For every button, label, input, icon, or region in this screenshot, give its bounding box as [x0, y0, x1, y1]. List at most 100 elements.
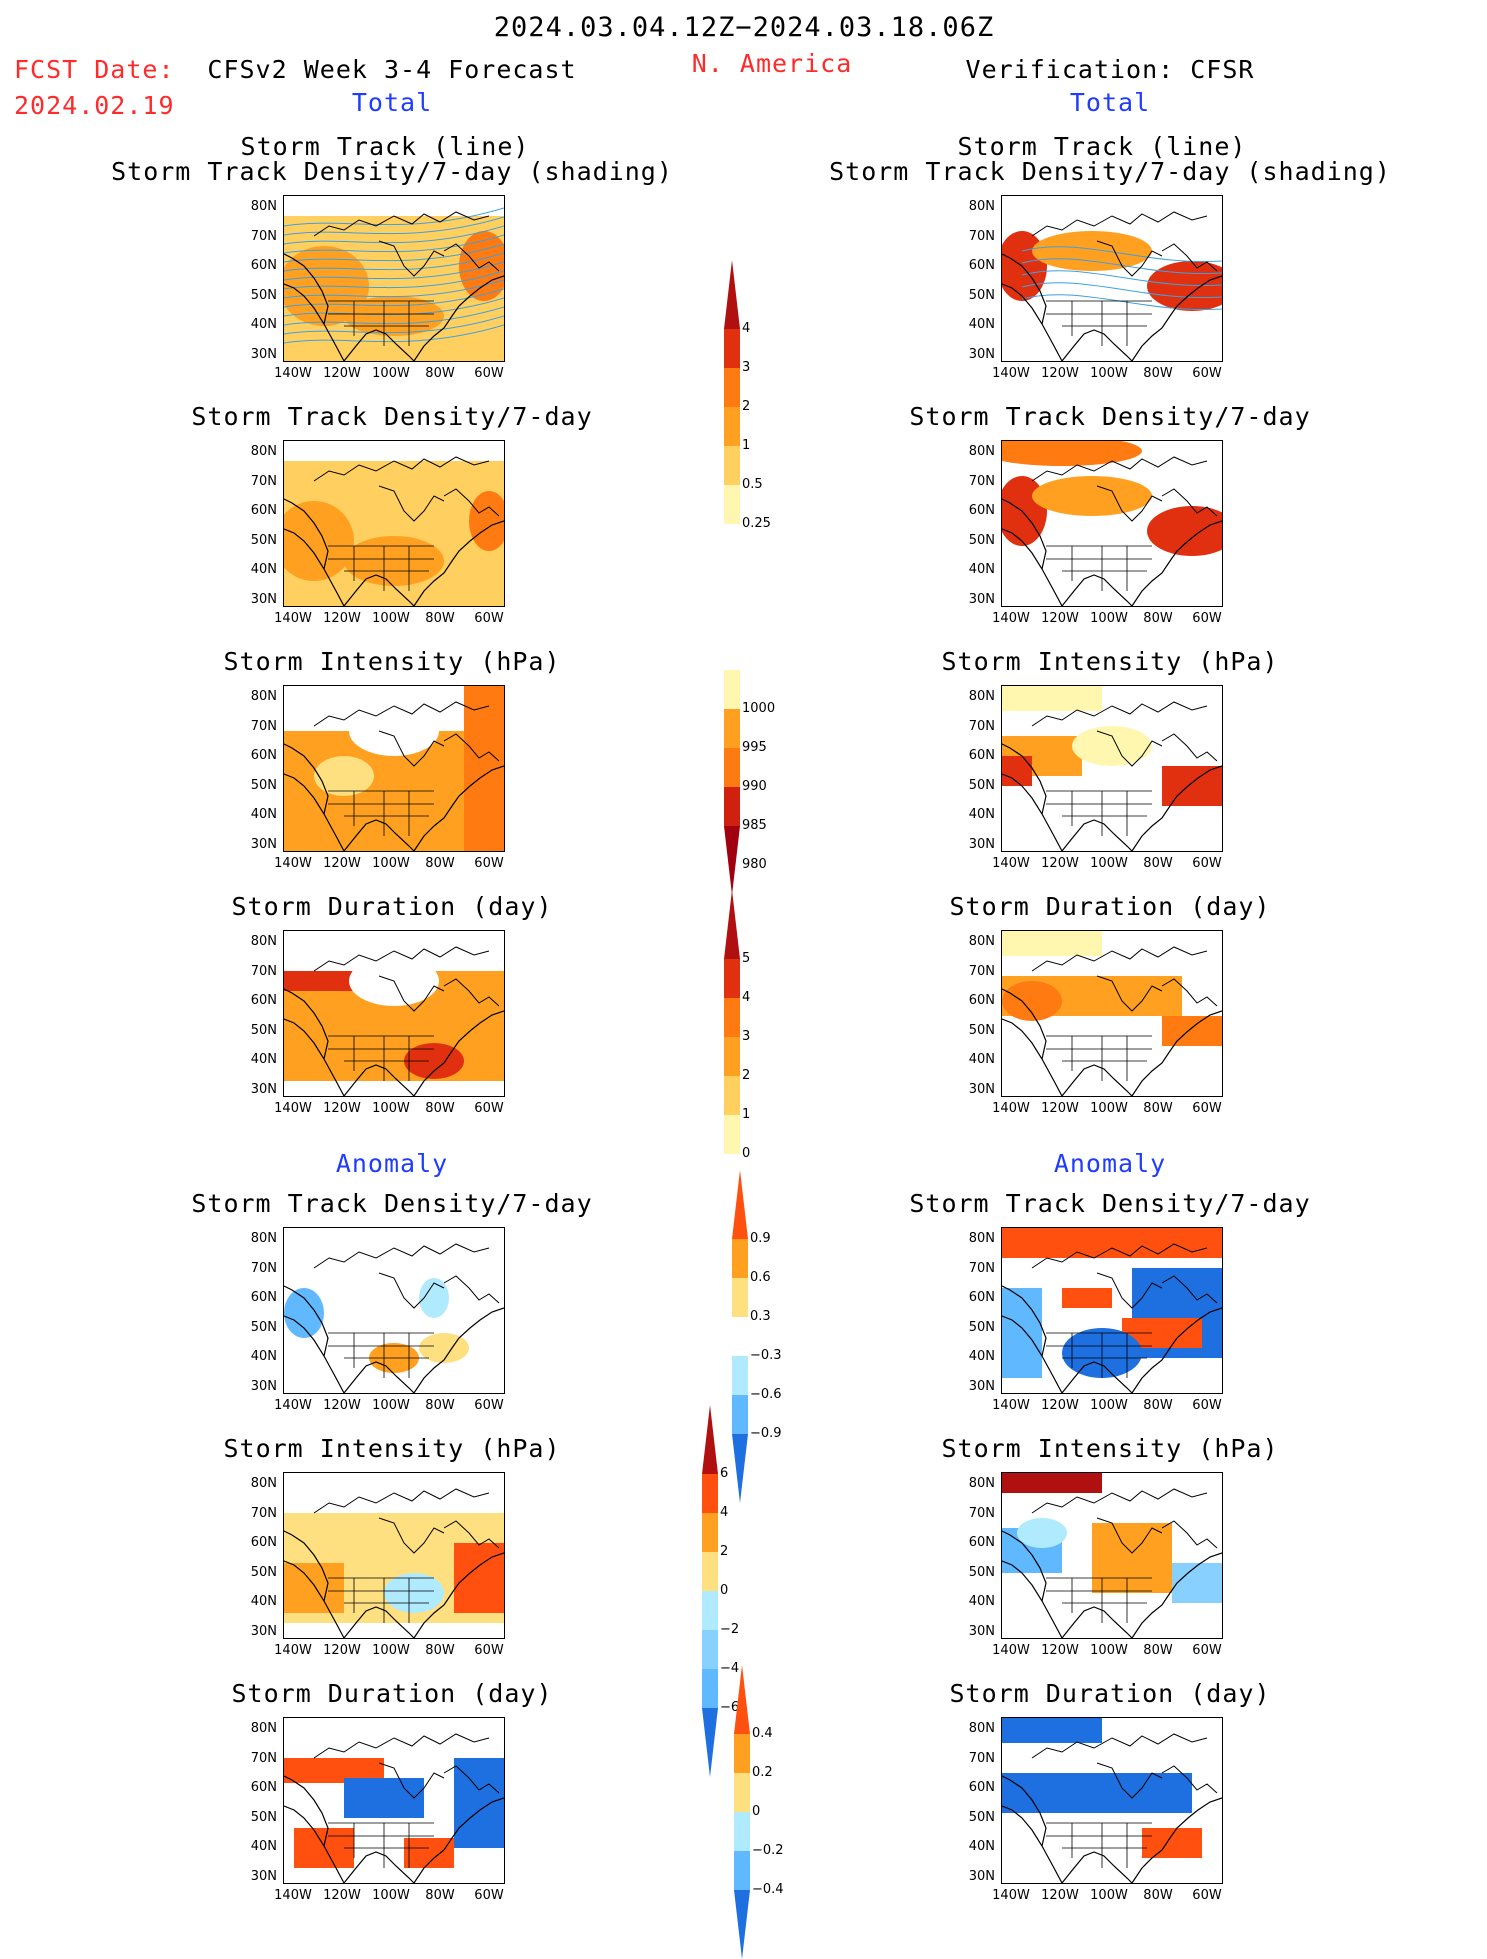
- coastline: [313, 1243, 500, 1309]
- map-svg: [284, 946, 504, 1096]
- lat-tick-label: 80N: [968, 199, 995, 214]
- coastline: [1031, 1733, 1218, 1799]
- colorbar-swatch: [734, 1734, 750, 1773]
- lon-tick-label: 100W: [372, 1643, 410, 1658]
- lat-tick-label: 30N: [968, 1868, 995, 1884]
- lat-tick-label: 50N: [968, 777, 995, 793]
- lat-tick-label: 30N: [250, 836, 277, 852]
- colorbar-label: 2: [742, 1068, 751, 1083]
- colorbar-swatch: [702, 1669, 718, 1708]
- storm-track-line: [284, 315, 504, 335]
- colorbar-swatch: [734, 1812, 750, 1851]
- shading-region: [344, 536, 444, 586]
- lon-tick-label: 140W: [274, 366, 312, 381]
- map-svg: [1002, 1228, 1222, 1393]
- colorbar-swatch: [724, 826, 740, 895]
- lat-tick-label: 70N: [968, 1260, 995, 1276]
- shading-cell: [1002, 1718, 1102, 1743]
- lat-tick-label: 40N: [250, 562, 277, 577]
- fcst-date-label: FCST Date:: [14, 55, 175, 84]
- map-panel: [283, 440, 505, 607]
- lat-tick-label: 60N: [968, 748, 995, 763]
- panel-title: Storm Track (line): [240, 132, 530, 161]
- colorbar-label: 3: [742, 1029, 751, 1044]
- lat-tick-label: 40N: [250, 1839, 277, 1854]
- panel-title: Storm Track Density/7-day: [909, 1189, 1311, 1218]
- lon-tick-label: 100W: [1090, 611, 1128, 626]
- coastline: [313, 946, 500, 1012]
- shading-cell: [284, 1563, 344, 1613]
- colorbar-label: −0.6: [750, 1387, 782, 1402]
- colorbar-swatch: [724, 787, 740, 826]
- colorbar-label: 0.3: [750, 1309, 771, 1324]
- lon-tick-label: 140W: [274, 1101, 312, 1116]
- lat-tick-label: 30N: [968, 836, 995, 852]
- colorbar-swatch: [724, 446, 740, 485]
- panel-title: Storm Intensity (hPa): [223, 647, 561, 676]
- lat-tick-label: 60N: [968, 1290, 995, 1305]
- lat-tick-label: 50N: [968, 1809, 995, 1825]
- lon-tick-label: 80W: [425, 1398, 455, 1413]
- colorbar-swatch: [702, 1591, 718, 1630]
- storm-track-line: [284, 279, 504, 299]
- lon-tick-label: 60W: [1192, 1643, 1222, 1658]
- lat-tick-label: 30N: [968, 1081, 995, 1097]
- lat-tick-label: 40N: [250, 317, 277, 332]
- shading-region: [1002, 441, 1142, 466]
- coastline: [1046, 545, 1152, 591]
- lon-tick-label: 60W: [1192, 366, 1222, 381]
- map-panel: [1001, 1717, 1223, 1884]
- forecast-title: CFSv2 Week 3-4 Forecast: [207, 55, 577, 84]
- panel-title: Storm Track Density/7-day: [909, 402, 1311, 431]
- map-panel: [283, 1472, 505, 1639]
- lon-tick-label: 60W: [474, 1643, 504, 1658]
- lat-tick-label: 80N: [968, 689, 995, 704]
- lat-tick-label: 30N: [250, 591, 277, 607]
- lon-tick-label: 140W: [992, 1643, 1030, 1658]
- coastline: [1046, 1577, 1152, 1623]
- lat-tick-label: 30N: [968, 591, 995, 607]
- lat-tick-label: 80N: [250, 444, 277, 459]
- colorbar-swatch: [732, 1239, 748, 1278]
- lat-tick-label: 30N: [968, 1378, 995, 1394]
- shading-cell: [1002, 686, 1102, 711]
- lon-tick-label: 120W: [323, 1398, 361, 1413]
- colorbar-label: 0.25: [742, 516, 771, 531]
- lat-tick-label: 40N: [968, 807, 995, 822]
- map-panel: [1001, 685, 1223, 852]
- date-range-title: 2024.03.04.12Z−2024.03.18.06Z: [493, 12, 995, 43]
- map-svg: [284, 1488, 504, 1638]
- colorbar-label: 2: [720, 1544, 729, 1559]
- lat-tick-label: 80N: [250, 934, 277, 949]
- lon-tick-label: 100W: [372, 1101, 410, 1116]
- lon-tick-label: 120W: [1041, 856, 1079, 871]
- colorbar-label: −2: [720, 1622, 740, 1637]
- colorbar-label: 6: [720, 1466, 729, 1481]
- coastline: [1046, 1035, 1152, 1081]
- lon-tick-label: 140W: [992, 366, 1030, 381]
- lat-tick-label: 50N: [968, 287, 995, 303]
- colorbar-swatch: [724, 748, 740, 787]
- panel-title: Storm Duration (day): [231, 892, 553, 921]
- coastline: [284, 988, 504, 1096]
- colorbar-swatch: [724, 959, 740, 998]
- colorbar-label: 1: [742, 1107, 751, 1122]
- lat-tick-label: 40N: [250, 1594, 277, 1609]
- coastline: [1002, 1285, 1222, 1393]
- lon-tick-label: 140W: [992, 1888, 1030, 1903]
- storm-track-line: [284, 306, 504, 326]
- lat-tick-label: 30N: [250, 1378, 277, 1394]
- coastline: [313, 1488, 500, 1554]
- lat-tick-label: 60N: [250, 1535, 277, 1550]
- storm-track-line: [284, 270, 504, 290]
- map-svg: [1002, 1718, 1222, 1883]
- lon-tick-label: 100W: [1090, 1643, 1128, 1658]
- colorbar-label: 4: [742, 990, 751, 1005]
- lon-tick-label: 100W: [372, 1398, 410, 1413]
- colorbar-label: 995: [742, 740, 767, 755]
- lon-tick-label: 80W: [1143, 1101, 1173, 1116]
- shading-region: [419, 1278, 449, 1318]
- colorbar-label: −4: [720, 1661, 740, 1676]
- panel-title: Storm Track (line): [957, 132, 1247, 161]
- lon-tick-label: 100W: [372, 856, 410, 871]
